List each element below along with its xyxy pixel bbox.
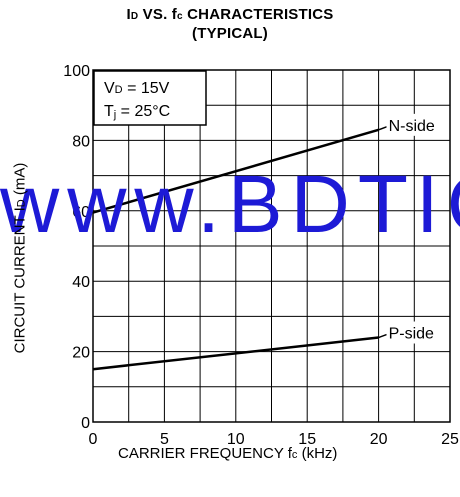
x-tick-label: 10 bbox=[227, 431, 245, 448]
x-axis-label: CARRIER FREQUENCY fc (kHz) bbox=[118, 445, 338, 462]
y-tick-label: 20 bbox=[72, 345, 90, 362]
tick-labels: 0 5 10 15 20 25 0 20 40 60 80 100 bbox=[63, 63, 459, 448]
conditions-box: VD = 15V Tj = 25°C bbox=[93, 70, 207, 126]
y-tick-label: 60 bbox=[72, 204, 90, 221]
conditions-box-bg bbox=[93, 70, 207, 126]
y-tick-label: 100 bbox=[63, 63, 90, 80]
grid bbox=[92, 69, 451, 423]
series-leader-line bbox=[378, 126, 387, 131]
series-label-n-side: N-side bbox=[389, 118, 435, 135]
x-tick-label: 0 bbox=[89, 431, 98, 448]
series-line-n-side bbox=[92, 128, 379, 214]
series-line-p-side bbox=[92, 336, 379, 371]
y-axis-label: CIRCUIT CURRENT ID (mA) bbox=[11, 162, 29, 354]
x-tick-label: 20 bbox=[370, 431, 388, 448]
series-label-p-side: P-side bbox=[389, 326, 434, 343]
series-label-bg bbox=[386, 321, 449, 344]
chart-title: ID VS. fc CHARACTERISTICS bbox=[126, 6, 334, 23]
series-leader-line bbox=[378, 333, 387, 339]
chart-subtitle: (TYPICAL) bbox=[192, 25, 268, 42]
y-tick-label: 0 bbox=[81, 415, 90, 432]
x-tick-label: 15 bbox=[298, 431, 316, 448]
plot-frame bbox=[92, 69, 451, 423]
x-tick-label: 25 bbox=[441, 431, 459, 448]
series-lines bbox=[92, 128, 379, 371]
y-tick-label: 80 bbox=[72, 133, 90, 150]
x-tick-label: 5 bbox=[160, 431, 169, 448]
series-label-bg bbox=[386, 113, 449, 136]
condition-tj: Tj = 25°C bbox=[104, 103, 170, 121]
condition-vd: VD = 15V bbox=[104, 80, 170, 97]
series-labels: N-side P-side bbox=[378, 113, 449, 344]
y-tick-label: 40 bbox=[72, 274, 90, 291]
